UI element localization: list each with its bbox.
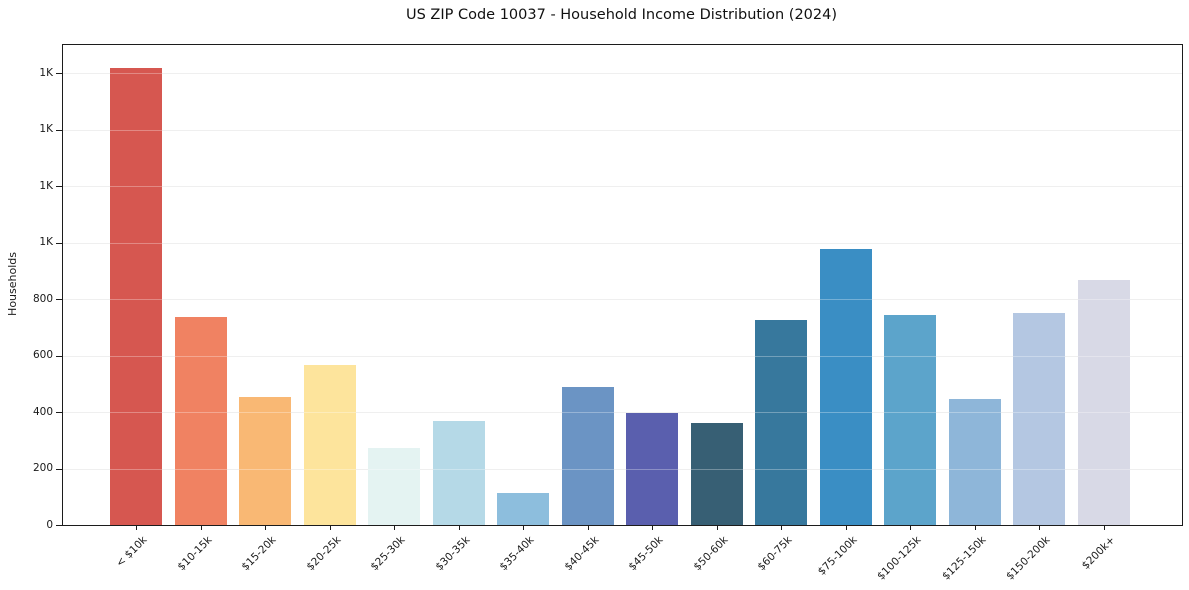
x-tick-label: $25-30k bbox=[368, 534, 408, 574]
gridline-overlay bbox=[63, 242, 1182, 244]
y-tick-mark bbox=[56, 129, 62, 131]
y-tick-mark bbox=[56, 242, 62, 244]
x-tick-mark bbox=[587, 525, 589, 530]
y-tick-label: 200 bbox=[32, 462, 53, 475]
x-tick-label: $150-200k bbox=[1003, 534, 1053, 583]
x-tick-mark bbox=[910, 525, 911, 530]
y-axis-label: Households bbox=[6, 252, 19, 316]
chart-title: US ZIP Code 10037 - Household Income Dis… bbox=[405, 7, 838, 23]
bar--150-200k bbox=[1013, 312, 1065, 525]
x-tick-label: $60-75k bbox=[755, 534, 795, 574]
x-tick-mark bbox=[716, 525, 718, 530]
gridline bbox=[63, 412, 1182, 414]
x-tick-mark bbox=[458, 525, 460, 530]
bar--75-100k bbox=[819, 249, 872, 525]
y-tick-mark bbox=[56, 299, 62, 301]
x-tick-label: $35-40k bbox=[497, 534, 537, 574]
y-tick-mark bbox=[56, 525, 62, 526]
x-tick-label: < $10k bbox=[113, 534, 150, 570]
bar--35-40k bbox=[497, 493, 549, 525]
gridline bbox=[63, 129, 1182, 131]
y-tick-label: 1K bbox=[39, 179, 53, 192]
x-tick-label: $20-25k bbox=[303, 534, 343, 574]
y-tick-label: 600 bbox=[32, 349, 53, 362]
x-tick-label: $125-150k bbox=[939, 534, 988, 583]
gridline bbox=[63, 73, 1182, 75]
x-tick-mark bbox=[200, 525, 202, 530]
x-tick-mark bbox=[652, 525, 653, 530]
bar--10-15k bbox=[174, 316, 227, 525]
x-tick-mark bbox=[265, 525, 266, 530]
gridline bbox=[63, 186, 1182, 188]
x-tick-label: $40-45k bbox=[561, 534, 601, 574]
bar--10k bbox=[110, 68, 162, 525]
x-tick-mark bbox=[1103, 525, 1105, 530]
gridline-overlay bbox=[63, 468, 1182, 470]
bar--25-30k bbox=[368, 448, 420, 525]
y-tick-label: 1K bbox=[39, 66, 53, 79]
y-tick-label: 1K bbox=[39, 236, 53, 249]
bar--15-20k bbox=[239, 397, 291, 525]
gridline bbox=[63, 468, 1182, 470]
y-axis-label-wrap: Households bbox=[6, 44, 19, 524]
x-tick-label: $100-125k bbox=[874, 534, 924, 583]
gridline bbox=[63, 299, 1182, 301]
x-tick-mark bbox=[523, 525, 524, 530]
x-tick-label: $45-50k bbox=[626, 534, 666, 574]
gridline-overlay bbox=[63, 186, 1182, 188]
gridline-overlay bbox=[63, 299, 1182, 301]
y-tick-label: 1K bbox=[39, 123, 53, 136]
x-tick-mark bbox=[845, 525, 847, 530]
y-tick-label: 800 bbox=[32, 292, 53, 305]
x-tick-label: $50-60k bbox=[690, 534, 730, 574]
x-tick-label: $30-35k bbox=[432, 534, 472, 574]
y-tick-mark bbox=[56, 355, 62, 357]
y-tick-label: 400 bbox=[32, 405, 53, 418]
bar--200k+ bbox=[1077, 280, 1130, 525]
x-tick-label: $10-15k bbox=[174, 534, 214, 574]
x-tick-label: $200k+ bbox=[1079, 534, 1117, 572]
x-tick-mark bbox=[1039, 525, 1040, 530]
gridline-overlay bbox=[63, 412, 1182, 414]
y-tick-mark bbox=[56, 468, 62, 470]
y-tick-mark bbox=[56, 412, 62, 414]
bar--40-45k bbox=[561, 386, 614, 525]
y-tick-mark bbox=[56, 186, 62, 188]
bar--125-150k bbox=[948, 398, 1001, 525]
plot-area: 0 200 400 600 800 1K 1K 1K 1K < $10k $10-15k $15-20… bbox=[33, 44, 1183, 583]
y-tick-label: 0 bbox=[46, 518, 53, 531]
bar--20-25k bbox=[303, 364, 356, 525]
x-tick-label: $15-20k bbox=[239, 534, 279, 574]
x-tick-mark bbox=[974, 525, 976, 530]
gridline-overlay bbox=[63, 355, 1182, 357]
x-tick-mark bbox=[781, 525, 782, 530]
bar--45-50k bbox=[626, 413, 678, 525]
x-tick-mark bbox=[394, 525, 395, 530]
bar--100-125k bbox=[884, 315, 936, 525]
y-tick-mark bbox=[56, 73, 62, 75]
bar--50-60k bbox=[690, 423, 743, 525]
gridline-overlay bbox=[63, 73, 1182, 75]
bar--60-75k bbox=[755, 319, 807, 525]
bar--30-35k bbox=[432, 421, 485, 525]
x-tick-mark bbox=[329, 525, 331, 530]
x-tick-label: $75-100k bbox=[815, 534, 859, 578]
x-tick-mark bbox=[136, 525, 137, 530]
gridline bbox=[63, 355, 1182, 357]
gridline bbox=[63, 242, 1182, 244]
gridline-overlay bbox=[63, 129, 1182, 131]
